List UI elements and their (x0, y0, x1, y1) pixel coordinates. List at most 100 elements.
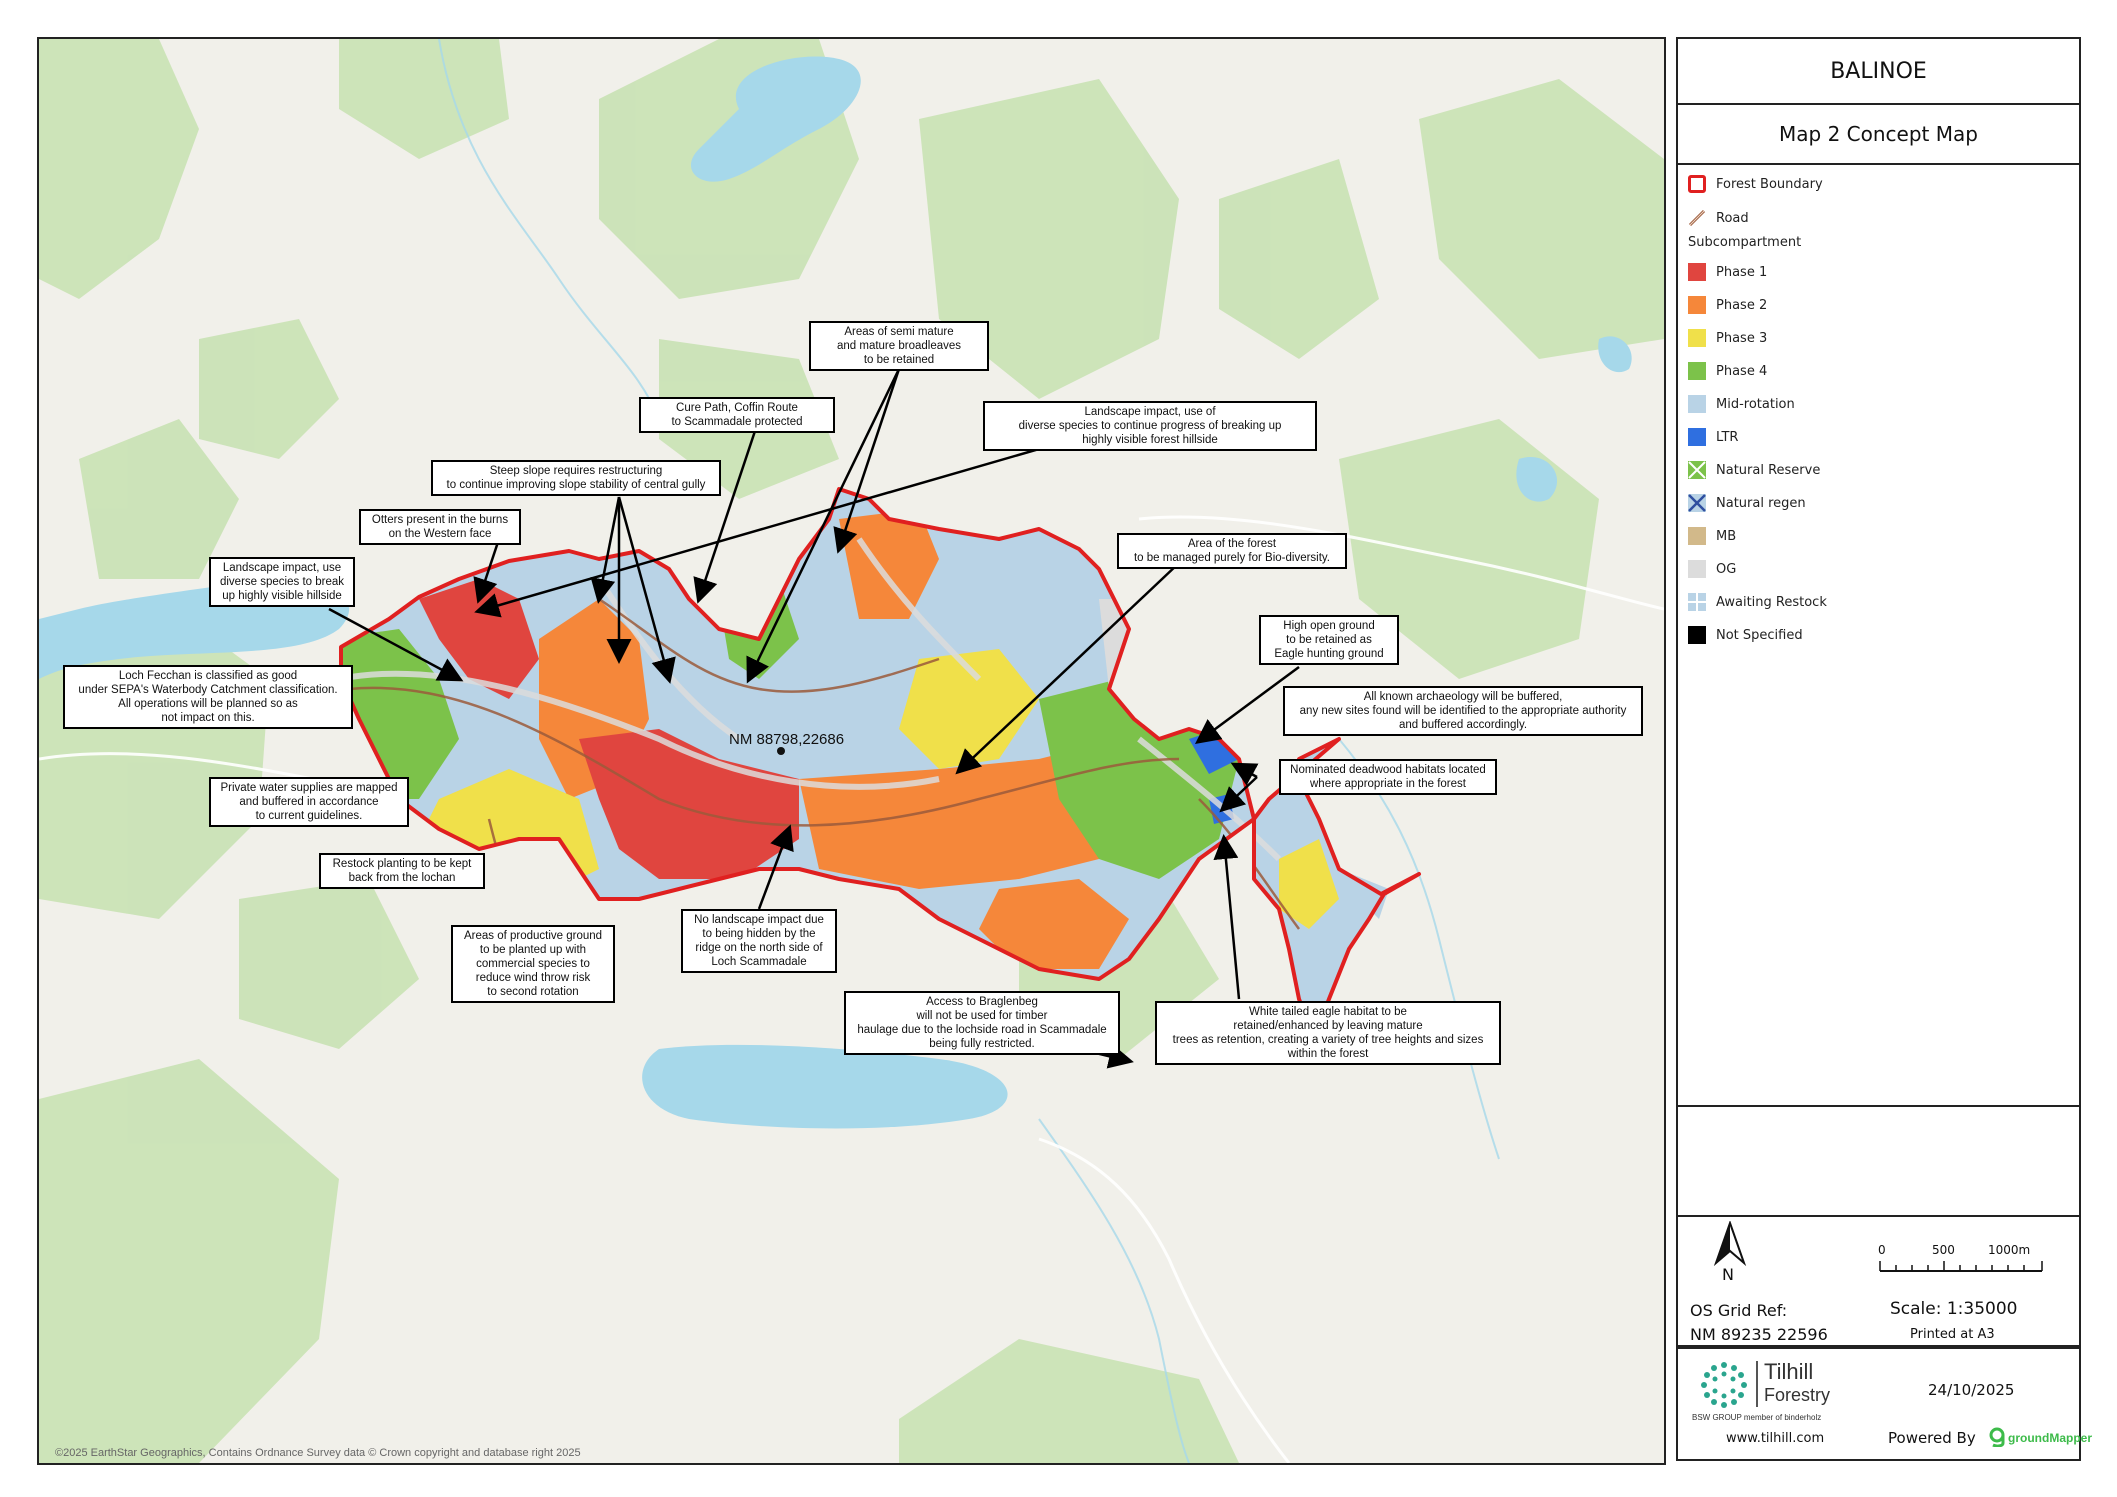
mid-rotation-swatch-icon (1688, 395, 1706, 413)
mb-swatch-icon (1688, 527, 1706, 545)
loch-north (690, 56, 861, 182)
side-panel: BALINOE Map 2 Concept Map Forest Boundar… (1676, 37, 2092, 1461)
company-name: Tilhill (1764, 1359, 1814, 1384)
phase-1-swatch-icon (1688, 263, 1706, 281)
callout-high-open[interactable]: High open ground to be retained as Eagle… (1259, 615, 1399, 665)
legend-phase-1[interactable]: Phase 1 (1688, 261, 1767, 283)
og-swatch-icon (1688, 560, 1706, 578)
leader-landscape-diverse (474, 447, 1040, 618)
callout-loch-fecchan[interactable]: Loch Fecchan is classified as good under… (63, 665, 353, 729)
lochan-east (1516, 457, 1558, 502)
forest-boundary (339, 487, 1421, 1041)
phase-3-swatch-icon (1688, 329, 1706, 347)
leader-eagle-habitat (1213, 834, 1241, 1000)
leader-deadwood-2 (1219, 776, 1258, 813)
callout-deadwood[interactable]: Nominated deadwood habitats located wher… (1279, 759, 1497, 795)
groundmapper-logo-icon (1989, 1427, 2005, 1447)
callout-eagle-habitat[interactable]: White tailed eagle habitat to be retaine… (1155, 1001, 1501, 1065)
forest-boundary-swatch-icon (1688, 175, 1706, 193)
natural-regen-swatch-icon (1688, 494, 1706, 512)
map-subtitle: Map 2 Concept Map (1678, 105, 2079, 165)
map-copyright: ©2025 EarthStar Geographics, Contains Or… (55, 1447, 581, 1459)
legend-phase-4[interactable]: Phase 4 (1688, 360, 1767, 382)
callout-bio-diversity[interactable]: Area of the forest to be managed purely … (1117, 533, 1347, 569)
callout-cure-path[interactable]: Cure Path, Coffin Route to Scammadale pr… (639, 397, 835, 433)
ltr-swatch-icon (1688, 428, 1706, 446)
logo-block: Tilhill Forestry BSW GROUP member of bin… (1678, 1347, 2092, 1461)
callout-steep-slope[interactable]: Steep slope requires restructuring to co… (431, 460, 721, 496)
callout-water-supplies[interactable]: Private water supplies are mapped and bu… (209, 777, 409, 827)
leader-bio-diversity (955, 562, 1180, 775)
legend-natural-reserve[interactable]: Natural Reserve (1688, 459, 1820, 481)
not-specified-swatch-icon (1688, 626, 1706, 644)
awaiting-restock-swatch-icon (1688, 593, 1706, 611)
leader-semi-mature-2 (833, 368, 901, 554)
centre-coordinate-label: NM 88798,22686 (729, 731, 845, 748)
callout-leaders (328, 368, 1300, 1069)
map-canvas[interactable] (39, 39, 1664, 1463)
legend-mb[interactable]: MB (1688, 525, 1736, 547)
legend-road[interactable]: Road (1688, 207, 1749, 229)
legend-natural-regen[interactable]: Natural regen (1688, 492, 1806, 514)
centre-point (777, 747, 785, 755)
leader-otters (473, 538, 501, 604)
legend-awaiting-restock[interactable]: Awaiting Restock (1688, 591, 1827, 613)
callout-productive[interactable]: Areas of productive ground to be planted… (451, 925, 615, 1003)
north-label: N (1722, 1265, 1734, 1284)
company-sub: Forestry (1764, 1385, 1831, 1405)
leader-high-open (1194, 665, 1300, 744)
print-date: 24/10/2025 (1928, 1381, 2015, 1399)
legend-spacer (1678, 1105, 2079, 1107)
map-frame[interactable]: NM 88798,22686 Areas of semi mature and … (37, 37, 1666, 1465)
callout-landscape-diverse[interactable]: Landscape impact, use of diverse species… (983, 401, 1317, 451)
powered-brand: groundMapper (2008, 1431, 2092, 1445)
leader-deadwood (1230, 762, 1259, 786)
legend-forest-boundary[interactable]: Forest Boundary (1688, 173, 1823, 195)
tilhill-logo-icon (1701, 1362, 1747, 1408)
north-arrow-icon (1713, 1221, 1747, 1267)
legend-ltr[interactable]: LTR (1688, 426, 1738, 448)
legend-not-specified[interactable]: Not Specified (1688, 624, 1803, 646)
grid-ref-value: NM 89235 22596 (1690, 1325, 1828, 1344)
info-block: N OS Grid Ref: NM 89235 22596 0 500 1000… (1678, 1215, 2079, 1347)
leader-cure-path (693, 430, 757, 604)
road-swatch-icon (1688, 209, 1706, 227)
grid-ref-label: OS Grid Ref: (1690, 1301, 1788, 1320)
scale-tick-500: 500 (1932, 1243, 1955, 1257)
logo-divider (1756, 1361, 1758, 1407)
leader-steep-slope-2 (617, 496, 676, 684)
scale-bar-graphic (1879, 1261, 2043, 1272)
callout-semi-mature[interactable]: Areas of semi mature and mature broadlea… (809, 321, 989, 371)
lochan-ne (1598, 336, 1632, 373)
scale-text: Scale: 1:35000 (1890, 1299, 2018, 1319)
leader-no-landscape (757, 824, 794, 910)
legend-phase-3[interactable]: Phase 3 (1688, 327, 1767, 349)
legend-phase-2[interactable]: Phase 2 (1688, 294, 1767, 316)
callout-braglenbeg[interactable]: Access to Braglenbeg will not be used fo… (844, 991, 1120, 1055)
scale-bar: 0 500 1000m (1878, 1243, 2068, 1283)
natural-reserve-swatch-icon (1688, 461, 1706, 479)
scale-tick-1000: 1000m (1988, 1243, 2031, 1257)
loch-scammadale (642, 1044, 1008, 1129)
website-link[interactable]: www.tilhill.com (1726, 1431, 1825, 1446)
legend-heading: Subcompartment (1688, 235, 1802, 250)
streams-layer (438, 39, 1500, 1463)
callout-no-landscape[interactable]: No landscape impact due to being hidden … (681, 909, 837, 973)
callout-archaeology[interactable]: All known archaeology will be buffered, … (1283, 686, 1643, 736)
legend-mid-rotation[interactable]: Mid-rotation (1688, 393, 1795, 415)
company-group: BSW GROUP member of binderholz (1692, 1413, 1822, 1422)
phase-4-swatch-icon (1688, 362, 1706, 380)
leader-semi-mature (746, 368, 901, 684)
water-layer (39, 56, 1632, 1129)
powered-by-label: Powered By (1888, 1429, 1976, 1447)
callout-landscape-hillside[interactable]: Landscape impact, use diverse species to… (209, 557, 355, 607)
callout-otters[interactable]: Otters present in the burns on the Weste… (359, 509, 521, 545)
phase-2-swatch-icon (1688, 296, 1706, 314)
printed-text: Printed at A3 (1910, 1327, 1995, 1342)
callout-restock-lochan[interactable]: Restock planting to be kept back from th… (319, 853, 485, 889)
legend-og[interactable]: OG (1688, 558, 1736, 580)
scale-tick-0: 0 (1878, 1243, 1886, 1257)
leader-steep-slope-3 (590, 496, 621, 604)
map-title: BALINOE (1678, 39, 2079, 105)
leader-landscape-hillside (328, 607, 464, 682)
